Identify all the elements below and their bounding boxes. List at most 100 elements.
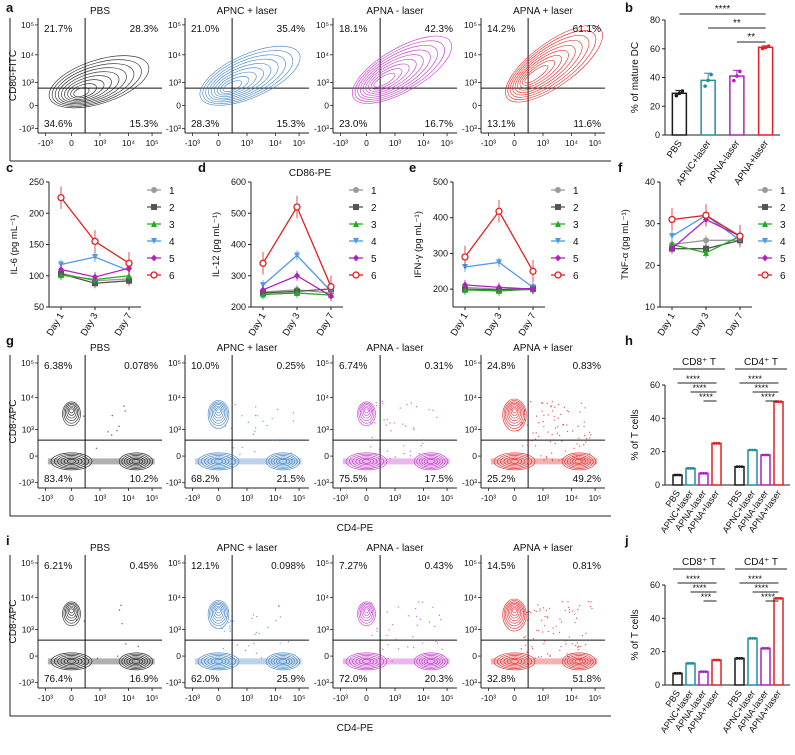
flow-ytick-label: 10³ xyxy=(465,77,477,87)
flow-panel-title: APNA + laser xyxy=(513,543,573,554)
scatter-dot xyxy=(574,644,577,647)
scatter-dot xyxy=(413,427,415,429)
marker xyxy=(353,238,359,244)
contour-ring xyxy=(209,601,228,627)
marker xyxy=(353,187,359,193)
scatter-dot xyxy=(522,445,524,447)
scatter-dot xyxy=(425,652,427,655)
contour-ring xyxy=(352,655,381,668)
contour-ring xyxy=(418,655,444,668)
contour-ring xyxy=(364,608,369,614)
scatter-dot xyxy=(543,642,545,645)
contour-ring xyxy=(506,602,523,624)
marker xyxy=(294,272,300,280)
quadrant-value: 32.8% xyxy=(487,674,515,685)
quadrant-value: 0.25% xyxy=(277,361,305,372)
scatter-dot xyxy=(229,627,231,630)
data-point xyxy=(704,670,708,674)
ytick-label: 20 xyxy=(650,101,660,111)
bar xyxy=(747,637,758,686)
scatter-dot xyxy=(554,406,556,408)
contour-ring xyxy=(493,452,536,471)
contour-ring xyxy=(208,58,279,101)
contour-ring xyxy=(57,655,86,668)
bar xyxy=(711,659,722,686)
scatter-dot xyxy=(535,432,537,434)
scatter-dot xyxy=(292,420,294,422)
flow-ytick-label: 10⁵ xyxy=(21,358,34,368)
scatter-dot xyxy=(253,642,255,645)
contour-ring xyxy=(413,452,449,471)
flow-xtick-label: -10³ xyxy=(185,493,200,503)
contour-ring xyxy=(416,453,446,469)
data-point xyxy=(689,466,692,470)
scatter-dot xyxy=(574,621,576,624)
marker xyxy=(495,207,503,215)
flow-xtick-label: 10⁵ xyxy=(589,493,602,503)
quadrant-value: 18.1% xyxy=(339,24,367,35)
scatter-dot xyxy=(540,402,543,404)
contour-ring xyxy=(200,453,237,469)
data-point xyxy=(674,93,679,98)
scatter-dot xyxy=(387,644,389,646)
scatter-dot xyxy=(248,645,250,647)
scatter-dot xyxy=(541,410,543,412)
contour-ring xyxy=(507,604,522,622)
quadrant-value: 21.7% xyxy=(44,24,72,35)
flow-ytick-label: 10⁵ xyxy=(464,358,477,368)
flow-ytick-label: 10⁴ xyxy=(168,593,181,603)
contour-ring xyxy=(213,605,224,619)
contour-ring xyxy=(278,459,288,464)
contour-ring xyxy=(368,63,410,92)
flow-panel-title: APNA + laser xyxy=(513,6,573,17)
scatter-dot xyxy=(436,416,438,419)
scatter-dot xyxy=(578,437,580,440)
scatter-dot xyxy=(583,444,585,446)
legend-label: 2 xyxy=(169,203,175,214)
legend-label: 5 xyxy=(780,254,786,265)
scatter-dot xyxy=(285,458,287,461)
legend-label: 2 xyxy=(573,203,579,214)
contour-ring xyxy=(216,608,221,614)
scatter-dot xyxy=(432,409,434,411)
contour-ring xyxy=(418,455,444,468)
contour-ring xyxy=(362,459,371,464)
scatter-dot xyxy=(580,657,582,660)
data-point xyxy=(779,400,783,404)
legend-label: 2 xyxy=(780,203,786,214)
marker xyxy=(151,204,157,210)
scatter-dot xyxy=(523,410,526,413)
panel-letter-a: a xyxy=(6,0,14,15)
contour-ring xyxy=(358,402,375,424)
flow-ylabel: CD80-FITC xyxy=(8,50,19,101)
legend-label: 6 xyxy=(371,271,377,282)
flow-xtick-label: 0 xyxy=(512,693,517,703)
scatter-dot xyxy=(524,638,527,641)
marker xyxy=(151,238,157,244)
contour-ring xyxy=(211,404,226,422)
data-point xyxy=(761,453,765,457)
contour-ring xyxy=(355,656,378,667)
scatter-dot xyxy=(376,630,378,632)
ytick-label: 400 xyxy=(433,213,448,223)
scatter-dot xyxy=(584,644,587,646)
quadrant-value: 61.1% xyxy=(573,24,601,35)
scatter-dot xyxy=(547,653,549,655)
contour-ring xyxy=(51,59,142,107)
quadrant-value: 28.3% xyxy=(191,119,219,130)
contour-band xyxy=(47,458,155,465)
bar xyxy=(685,662,696,686)
scatter-dot xyxy=(251,617,253,620)
contour-ring xyxy=(496,453,533,469)
bar xyxy=(700,79,716,136)
quadrant-value: 0.098% xyxy=(271,561,305,572)
flow-ytick-label: -10³ xyxy=(462,123,477,133)
data-point xyxy=(686,661,690,665)
scatter-dot xyxy=(416,624,419,626)
scatter-dot xyxy=(394,456,397,458)
flow-panel-title: APNC + laser xyxy=(217,343,279,354)
contour-ring xyxy=(129,657,143,666)
contour-ring xyxy=(60,456,83,467)
flow-xtick-label: 0 xyxy=(69,493,74,503)
quadrant-value: 35.4% xyxy=(277,24,305,35)
